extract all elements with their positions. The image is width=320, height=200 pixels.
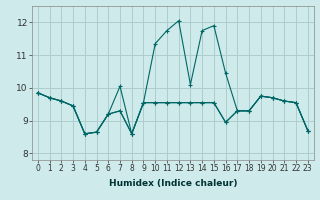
X-axis label: Humidex (Indice chaleur): Humidex (Indice chaleur) — [108, 179, 237, 188]
